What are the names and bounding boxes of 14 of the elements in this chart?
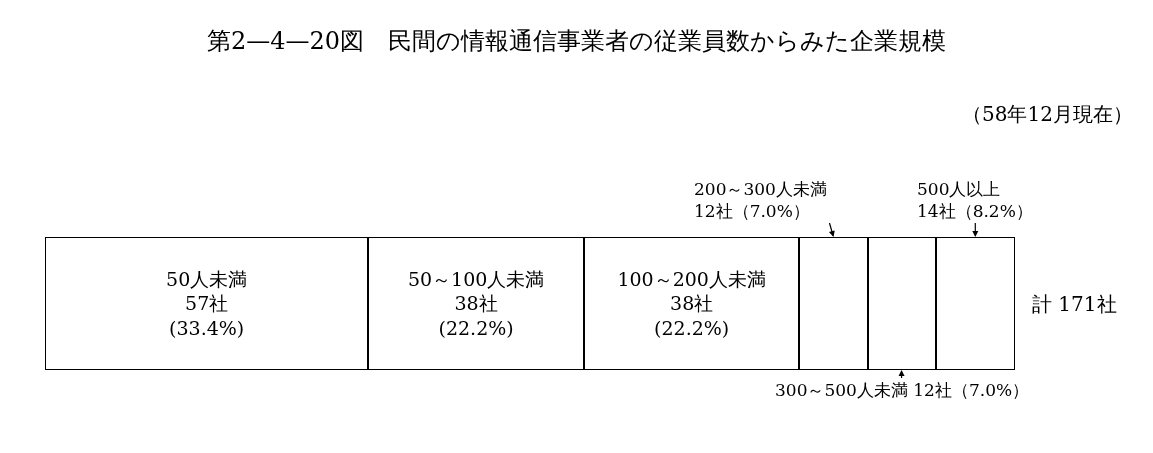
text: （58年12月現在） [962, 102, 1133, 126]
data-label: 38社 (22.2%) [654, 292, 730, 340]
series-label: 50人未満 [166, 267, 248, 290]
series-label: 100～200人未満 [617, 267, 766, 290]
data-label: 14社（8.2%） [917, 201, 1033, 222]
text: 500人以上 [917, 179, 1001, 199]
series-label: 50～100人未満 [407, 267, 545, 290]
text: 第2—4—20図 民間の情報通信事業者の従業員数からみた企業規模 [206, 27, 947, 56]
data-label: 38社 (22.2%) [438, 292, 514, 340]
text: 300～500人未満 12社（7.0%） [775, 380, 1030, 400]
text: 計 171社 [1032, 292, 1117, 316]
data-label: 57社 (33.4%) [169, 292, 245, 340]
data-label: 12社（7.0%） [694, 201, 810, 222]
text: 200～300人未満 [694, 179, 827, 199]
